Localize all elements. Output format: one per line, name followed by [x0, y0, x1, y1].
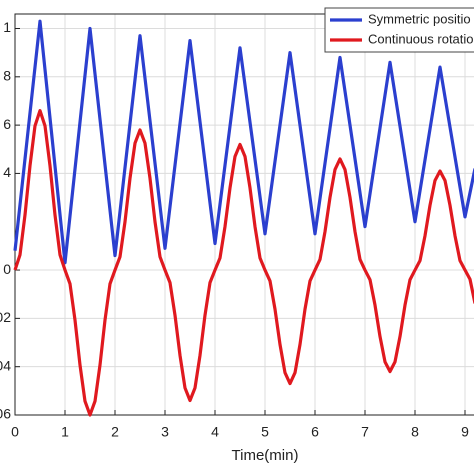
x-tick-label: 4 — [211, 424, 219, 440]
x-tick-label: 7 — [361, 424, 369, 440]
legend-label: Symmetric positio — [368, 11, 471, 26]
x-tick-label: 3 — [161, 424, 169, 440]
plot-frame — [14, 13, 474, 416]
legend-box — [324, 7, 474, 53]
x-tick-label: 1 — [61, 424, 69, 440]
legend: Symmetric positio Continuous rotatio — [324, 7, 474, 53]
x-tick-label: 2 — [111, 424, 119, 440]
y-tick-label: 06 — [0, 406, 11, 422]
x-tick-label: 5 — [261, 424, 269, 440]
x-axis-label: Time(min) — [232, 447, 299, 464]
data-line — [13, 19, 474, 265]
y-tick-label: 0 — [3, 261, 11, 277]
y-tick-label: 8 — [3, 68, 11, 84]
data-line — [13, 109, 474, 417]
y-tick-label: 6 — [3, 116, 11, 132]
y-tick-label: 1 — [3, 19, 11, 35]
y-tick-label: 02 — [0, 309, 11, 325]
x-tick-label: 0 — [11, 424, 19, 440]
y-tick-label: 4 — [3, 164, 11, 180]
legend-label: Continuous rotatio — [368, 31, 474, 46]
x-tick-label: 8 — [411, 424, 419, 440]
x-tick-label: 9 — [461, 424, 469, 440]
x-tick-label: 6 — [311, 424, 319, 440]
y-tick-label: 04 — [0, 357, 11, 373]
